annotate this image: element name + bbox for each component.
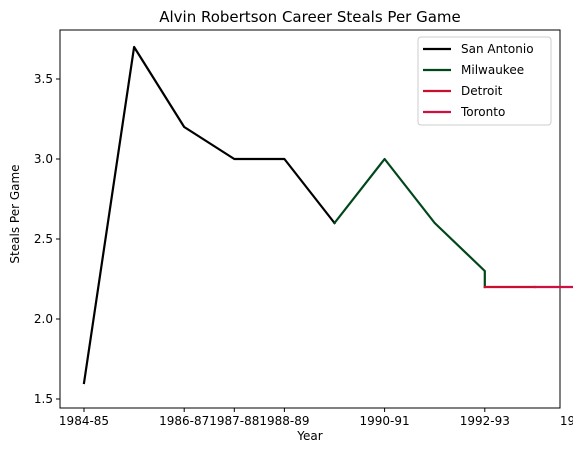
y-tick-label: 3.0 xyxy=(34,152,53,166)
y-tick-label: 2.0 xyxy=(34,312,53,326)
series-line-milwaukee xyxy=(332,157,486,289)
legend-box xyxy=(417,36,552,126)
x-tick-label: 1990-91 xyxy=(360,414,410,428)
legend-label-toronto: Toronto xyxy=(460,105,505,119)
legend: San Antonio Milwaukee Detroit Toronto xyxy=(417,36,552,126)
x-tick-label: 1992-93 xyxy=(460,414,510,428)
y-axis-label: Steals Per Game xyxy=(8,164,22,263)
legend-label-milwaukee: Milwaukee xyxy=(461,63,524,77)
y-tick-label: 2.5 xyxy=(34,232,53,246)
legend-label-detroit: Detroit xyxy=(461,84,503,98)
y-tick-label: 1.5 xyxy=(34,392,53,406)
y-tick-label: 3.5 xyxy=(34,72,53,86)
x-tick-label: 1987-88 xyxy=(209,414,259,428)
legend-label-san-antonio: San Antonio xyxy=(461,42,534,56)
series-line-san-antonio xyxy=(82,45,337,385)
x-tick-label: 1988-89 xyxy=(259,414,309,428)
x-tick-label: 1995-96 xyxy=(560,414,573,428)
x-tick-label: 1984-85 xyxy=(59,414,109,428)
plot-area: 1.5 2.0 2.5 3.0 3.5 1984-85 1986-87 1987-88 1988… xyxy=(34,29,573,428)
chart-title: Alvin Robertson Career Steals Per Game xyxy=(159,8,461,26)
plot-frame xyxy=(59,29,561,409)
x-axis-label: Year xyxy=(296,429,322,443)
x-tick-label: 1986-87 xyxy=(159,414,209,428)
